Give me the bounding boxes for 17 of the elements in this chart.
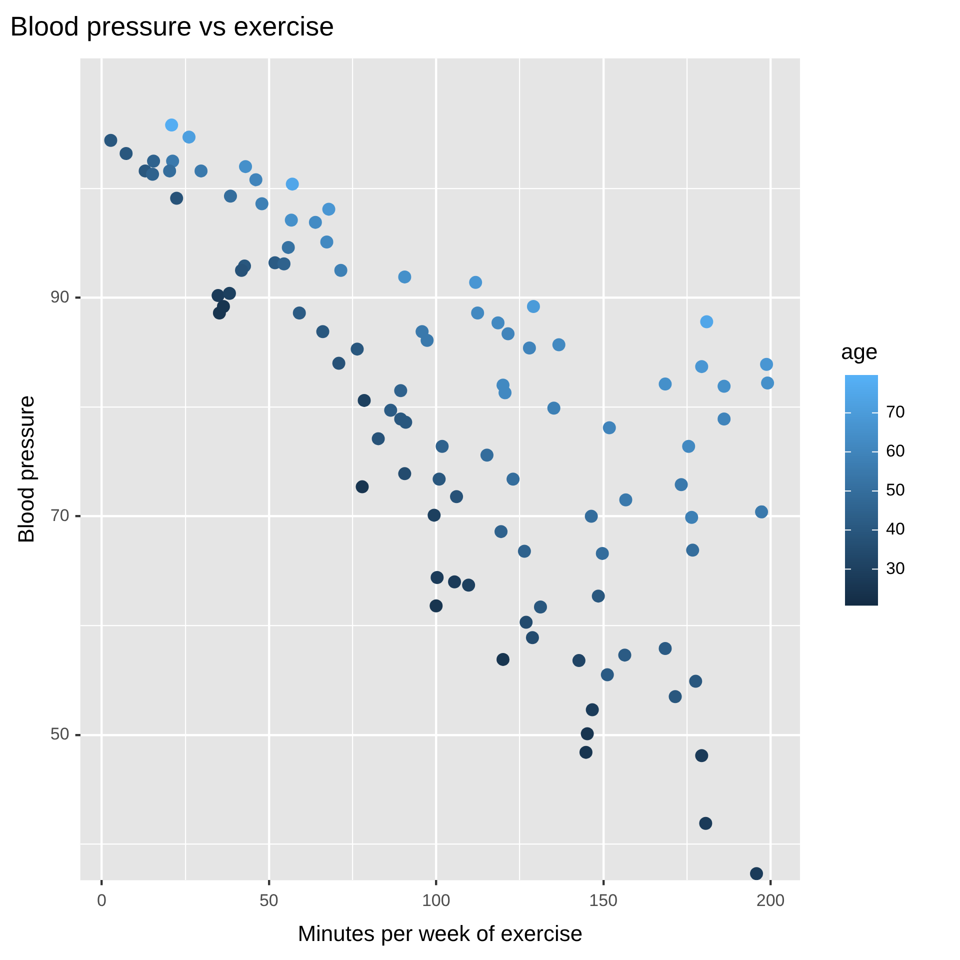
color-bar-label: 60 <box>886 442 905 461</box>
color-bar-label: 70 <box>886 402 905 422</box>
y-axis-title: Blood pressure <box>13 395 38 544</box>
color-bar-label: 30 <box>886 558 905 578</box>
y-tick-label: 50 <box>50 724 70 744</box>
color-bar-title: age <box>841 339 878 364</box>
x-tick-label: 150 <box>589 891 618 910</box>
x-axis-title: Minutes per week of exercise <box>298 920 583 946</box>
y-tick-label: 70 <box>50 506 70 525</box>
color-bar-label: 40 <box>886 520 905 539</box>
color-bar-label: 50 <box>886 480 905 500</box>
chart-title: Blood pressure vs exercise <box>10 12 334 42</box>
x-tick-label: 200 <box>756 891 785 910</box>
y-tick-label: 90 <box>50 287 70 306</box>
x-tick-label: 100 <box>422 891 450 910</box>
x-tick-label: 0 <box>96 891 106 910</box>
x-tick-label: 50 <box>259 891 278 910</box>
